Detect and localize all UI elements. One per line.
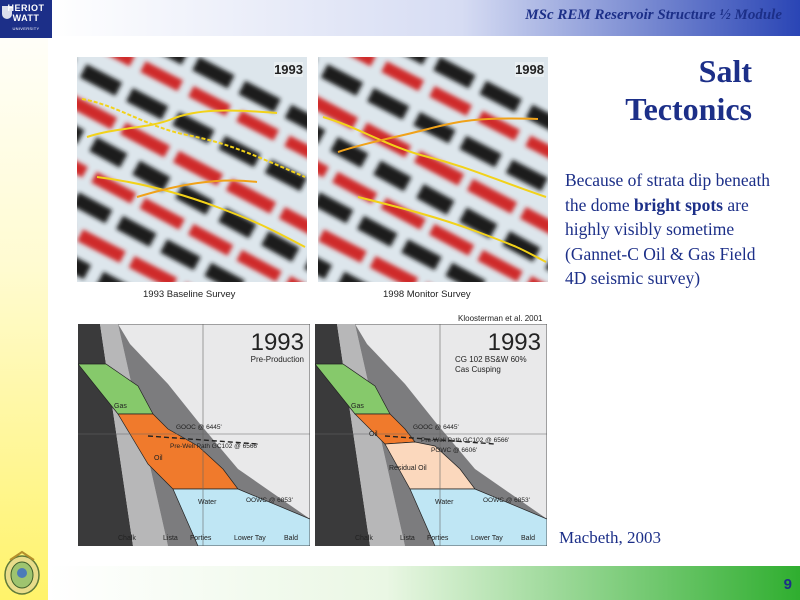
- header-band: [48, 0, 800, 36]
- label-forties: Forties: [427, 535, 449, 542]
- label-lower-tay: Lower Tay: [471, 535, 503, 542]
- logo-line2: WATT: [12, 13, 40, 23]
- label-gas: Gas: [351, 403, 364, 410]
- body-text-pre: Because of strata dip beneath the dome: [565, 170, 771, 215]
- label-lista: Lista: [163, 535, 178, 542]
- logo-line3: UNIVERSITY: [12, 26, 40, 31]
- seismic-panel-1998: 1998: [318, 57, 548, 282]
- label-lista: Lista: [400, 535, 415, 542]
- oil-zone: [117, 413, 239, 490]
- label-oil: Oil: [154, 455, 163, 462]
- gas-zone: [77, 363, 154, 415]
- label-chalk: Chalk: [118, 535, 136, 542]
- overburden-layer: [355, 324, 547, 546]
- crest-icon: [4, 550, 40, 595]
- label-gooc: GOOC @ 6445': [413, 424, 459, 431]
- label-powc: POWC @ 6606': [431, 447, 477, 454]
- well-path-line: [384, 435, 496, 445]
- label-owc: OOWC @ 6853': [246, 497, 293, 504]
- left-decor-strip: [0, 0, 48, 600]
- seismic-panel-1993: 1993: [77, 57, 307, 282]
- label-well-path: Pre-Well Path GC102 @ 6566': [170, 443, 258, 450]
- university-logo: HERIOT WATT UNIVERSITY: [0, 0, 52, 38]
- footer-band: [48, 566, 800, 600]
- seismic-reflectors: [77, 57, 307, 282]
- overburden-layer: [118, 324, 310, 546]
- section-subtitle-line2: Cas Cusping: [455, 365, 501, 374]
- title-line2: Tectonics: [625, 91, 752, 127]
- fault-traces: [322, 116, 547, 263]
- label-water: Water: [435, 499, 454, 506]
- title-line1: Salt: [698, 53, 752, 89]
- label-gas: Gas: [114, 403, 127, 410]
- label-owc: OOWC @ 6853': [483, 497, 530, 504]
- section-year: 1993: [251, 329, 304, 356]
- logo-line1: HERIOT: [7, 3, 45, 13]
- figure-credit: Kloosterman et al. 2001: [458, 314, 543, 323]
- seismic-year-1993: 1993: [274, 62, 303, 77]
- citation: Macbeth, 2003: [559, 528, 661, 547]
- cross-section-pre-production: 1993 Pre-Production Gas Oil Water GOOC @…: [77, 323, 311, 547]
- seismic-image-1993: [77, 57, 307, 282]
- section-subtitle: Pre-Production: [251, 355, 304, 364]
- label-water: Water: [198, 499, 217, 506]
- caption-baseline: 1993 Baseline Survey: [143, 289, 236, 300]
- well-path-line: [147, 435, 259, 445]
- label-forties: Forties: [190, 535, 212, 542]
- seismic-image-1998: [318, 57, 548, 282]
- section-subtitle-line1: CG 102 BS&W 60%: [455, 355, 527, 364]
- page-number: 9: [783, 576, 792, 593]
- slide-title: Salt Tectonics: [625, 52, 752, 128]
- course-title: MSc REM Reservoir Structure ½ Module: [525, 7, 782, 23]
- oil-zone: [354, 413, 416, 445]
- section-year: 1993: [488, 329, 541, 356]
- label-bald: Bald: [284, 535, 298, 542]
- gas-zone: [314, 363, 391, 415]
- label-oil: Oil: [369, 431, 378, 438]
- cross-section-gas-cusping: 1993 CG 102 BS&W 60% Cas Cusping Gas Oil…: [314, 323, 548, 547]
- seismic-year-1998: 1998: [515, 62, 544, 77]
- label-bald: Bald: [521, 535, 535, 542]
- label-chalk: Chalk: [355, 535, 373, 542]
- label-well-path: Pre-Well Path GC102 @ 6566': [421, 437, 509, 444]
- body-paragraph: Because of strata dip beneath the dome b…: [565, 168, 775, 291]
- label-residual-oil: Residual Oil: [389, 465, 427, 472]
- body-text-bold: bright spots: [634, 194, 723, 215]
- label-gooc: GOOC @ 6445': [176, 424, 222, 431]
- label-lower-tay: Lower Tay: [234, 535, 266, 542]
- logo-shield-icon: [2, 6, 12, 19]
- caption-monitor: 1998 Monitor Survey: [383, 289, 471, 300]
- fault-traces: [81, 98, 306, 248]
- body-text-post: are highly visibly sometime (Gannet-C Oi…: [565, 194, 756, 289]
